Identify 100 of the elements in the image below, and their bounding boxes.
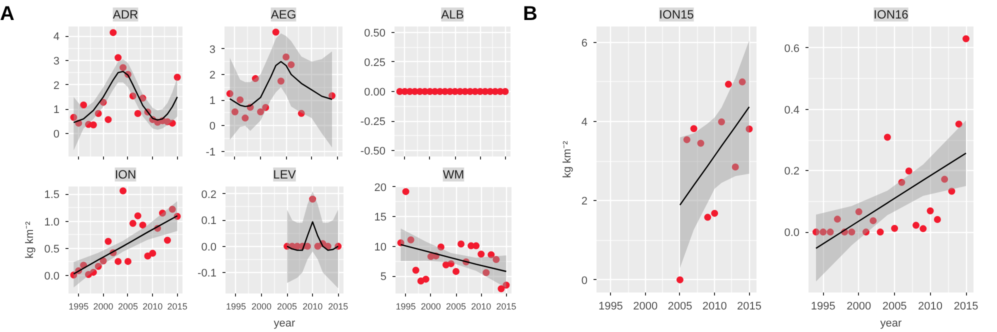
y-tick-label: 0.4 — [784, 104, 800, 116]
y-tick-label: 4 — [53, 31, 60, 44]
point — [277, 78, 284, 85]
point — [231, 108, 238, 116]
point — [746, 126, 753, 133]
point — [948, 188, 956, 195]
y-tick-label: 2 — [209, 69, 216, 82]
point — [90, 268, 97, 276]
y-tick-label: 4 — [581, 116, 588, 128]
point — [114, 258, 122, 265]
x-tick-label: 2010 — [471, 302, 492, 312]
y-tick-label: 0.0 — [201, 241, 217, 254]
point — [738, 78, 746, 86]
x-tick-label: 2010 — [918, 300, 943, 312]
y-tick-label: 0.2 — [201, 188, 217, 201]
point — [848, 228, 856, 236]
point — [70, 114, 78, 121]
x-tick-label: 2000 — [420, 302, 441, 312]
y-tick-label: -0.25 — [360, 116, 386, 128]
y-tick-label: 1.0 — [44, 216, 60, 228]
point — [80, 101, 88, 108]
line-series — [815, 152, 967, 249]
point — [690, 125, 698, 132]
point — [288, 61, 295, 68]
point — [94, 110, 102, 117]
point — [498, 285, 505, 292]
point — [114, 54, 122, 62]
point — [422, 276, 430, 283]
point — [478, 250, 485, 258]
x-tick-label: 2015 — [496, 302, 516, 312]
x-axis-title: year — [880, 318, 902, 330]
point — [134, 212, 142, 220]
point — [718, 118, 726, 126]
chart-title: ION15 — [659, 8, 694, 22]
x-tick-label: 2000 — [252, 302, 272, 312]
point — [100, 98, 107, 106]
point — [90, 121, 97, 128]
x-tick-label: 1995 — [226, 302, 246, 312]
y-tick-label: -0.50 — [360, 146, 386, 158]
point — [402, 188, 410, 196]
point — [676, 276, 684, 284]
point — [502, 282, 510, 289]
y-tick-label: 3 — [209, 44, 216, 56]
chart-title: AEG — [270, 8, 296, 22]
point — [884, 134, 891, 141]
chart-title: WM — [442, 168, 464, 182]
y-tick-label: -1 — [206, 146, 216, 158]
x-tick-label: 1995 — [396, 302, 416, 312]
point — [920, 225, 927, 232]
y-tick-label: 0.6 — [784, 42, 800, 55]
point — [236, 96, 244, 104]
point — [164, 236, 171, 244]
y-tick-label: 0 — [581, 274, 588, 287]
point — [129, 92, 136, 100]
point — [905, 168, 912, 174]
chart-title: ION — [114, 168, 136, 182]
point — [168, 120, 176, 127]
chart-title: ADR — [112, 8, 138, 22]
point — [100, 257, 107, 264]
x-tick-label: 2000 — [93, 302, 114, 312]
x-tick-label: 2015 — [328, 302, 348, 312]
x-tick-label: 2005 — [668, 300, 692, 312]
point — [683, 136, 690, 144]
y-tick-label: 0.00 — [364, 86, 386, 98]
point — [298, 110, 305, 117]
point — [941, 176, 948, 183]
point — [458, 240, 465, 248]
point — [139, 94, 146, 102]
y-axis-title: kg km⁻² — [24, 221, 36, 258]
point — [94, 262, 102, 270]
x-tick-label: 2010 — [702, 300, 727, 312]
y-tick-label: 0.2 — [784, 166, 800, 178]
point — [891, 224, 898, 232]
point — [110, 29, 117, 36]
point — [168, 206, 176, 213]
point — [876, 228, 884, 236]
point — [144, 252, 152, 260]
point — [262, 104, 270, 112]
point — [120, 64, 127, 72]
x-tick-label: 2000 — [633, 300, 658, 312]
point — [926, 207, 934, 214]
point — [314, 242, 322, 250]
y-tick-label: 0.50 — [364, 27, 386, 40]
line-series — [679, 106, 750, 206]
y-tick-label: 2 — [53, 80, 60, 92]
y-tick-label: 10 — [374, 241, 387, 254]
chart-title: ION16 — [874, 8, 909, 22]
point — [282, 54, 290, 61]
text: B — [523, 2, 538, 27]
y-tick-label: 20 — [374, 182, 387, 194]
point — [820, 228, 827, 236]
y-tick-label: 1 — [209, 95, 216, 108]
point — [898, 178, 906, 186]
y-tick-label: 0.0 — [784, 227, 800, 240]
x-axis-title: year — [274, 318, 296, 330]
point — [174, 74, 181, 81]
point — [492, 256, 500, 264]
y-tick-label: 6 — [581, 37, 588, 50]
chart-title: ALB — [441, 8, 464, 22]
x-tick-label: 2005 — [882, 300, 907, 312]
